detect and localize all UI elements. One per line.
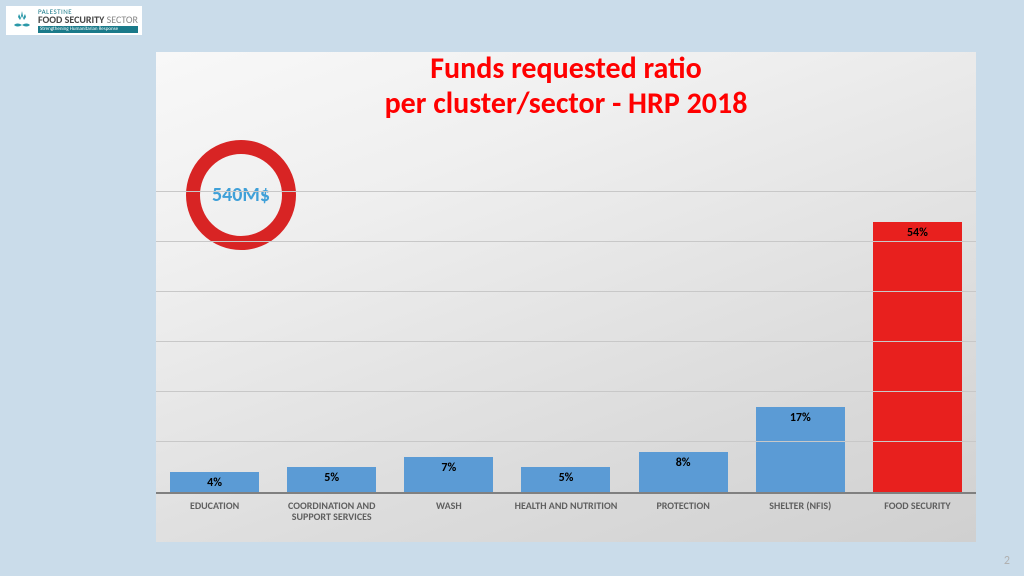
chart-title-line2: per cluster/sector - HRP 2018 xyxy=(156,87,976,122)
bar-value-label: 5% xyxy=(507,471,624,485)
bar-value-label: 5% xyxy=(273,471,390,485)
bar-slot: 8% xyxy=(625,192,742,492)
bar-value-label: 7% xyxy=(390,461,507,475)
category-label: PROTECTION xyxy=(625,500,742,522)
bar-slot: 7% xyxy=(390,192,507,492)
grid-line xyxy=(156,191,976,192)
category-label: SHELTER (NFIS) xyxy=(742,500,859,522)
logo-tagline: Strengthening Humanitarian Response xyxy=(38,26,138,33)
grid-line xyxy=(156,341,976,342)
bar-slot: 5% xyxy=(507,192,624,492)
grid-line xyxy=(156,441,976,442)
wheat-hands-icon xyxy=(10,9,34,33)
slide-number: 2 xyxy=(1004,554,1010,568)
category-labels: EDUCATIONCOORDINATION AND SUPPORT SERVIC… xyxy=(156,500,976,522)
logo-title: FOOD SECURITY SECTOR xyxy=(38,15,138,25)
bar-value-label: 54% xyxy=(859,226,976,240)
grid-line xyxy=(156,241,976,242)
category-label: FOOD SECURITY xyxy=(859,500,976,522)
bar-slot: 54% xyxy=(859,192,976,492)
bar-value-label: 4% xyxy=(156,476,273,490)
x-axis xyxy=(156,492,976,494)
slide: PALESTINE FOOD SECURITY SECTOR Strengthe… xyxy=(0,0,1024,576)
grid-line xyxy=(156,391,976,392)
bar-slot: 5% xyxy=(273,192,390,492)
bar-value-label: 17% xyxy=(742,411,859,425)
category-label: WASH xyxy=(390,500,507,522)
category-label: COORDINATION AND SUPPORT SERVICES xyxy=(273,500,390,522)
chart-title-line1: Funds requested ratio xyxy=(156,52,976,87)
bar-value-label: 8% xyxy=(625,456,742,470)
bar-slot: 4% xyxy=(156,192,273,492)
chart-container: Funds requested ratio per cluster/sector… xyxy=(156,52,976,542)
plot-area: 4%5%7%5%8%17%54% xyxy=(156,192,976,492)
bar-slot: 17% xyxy=(742,192,859,492)
bars-row: 4%5%7%5%8%17%54% xyxy=(156,192,976,492)
org-logo: PALESTINE FOOD SECURITY SECTOR Strengthe… xyxy=(6,6,142,35)
grid-line xyxy=(156,291,976,292)
chart-title: Funds requested ratio per cluster/sector… xyxy=(156,52,976,121)
bar xyxy=(873,222,962,492)
category-label: HEALTH AND NUTRITION xyxy=(507,500,624,522)
category-label: EDUCATION xyxy=(156,500,273,522)
